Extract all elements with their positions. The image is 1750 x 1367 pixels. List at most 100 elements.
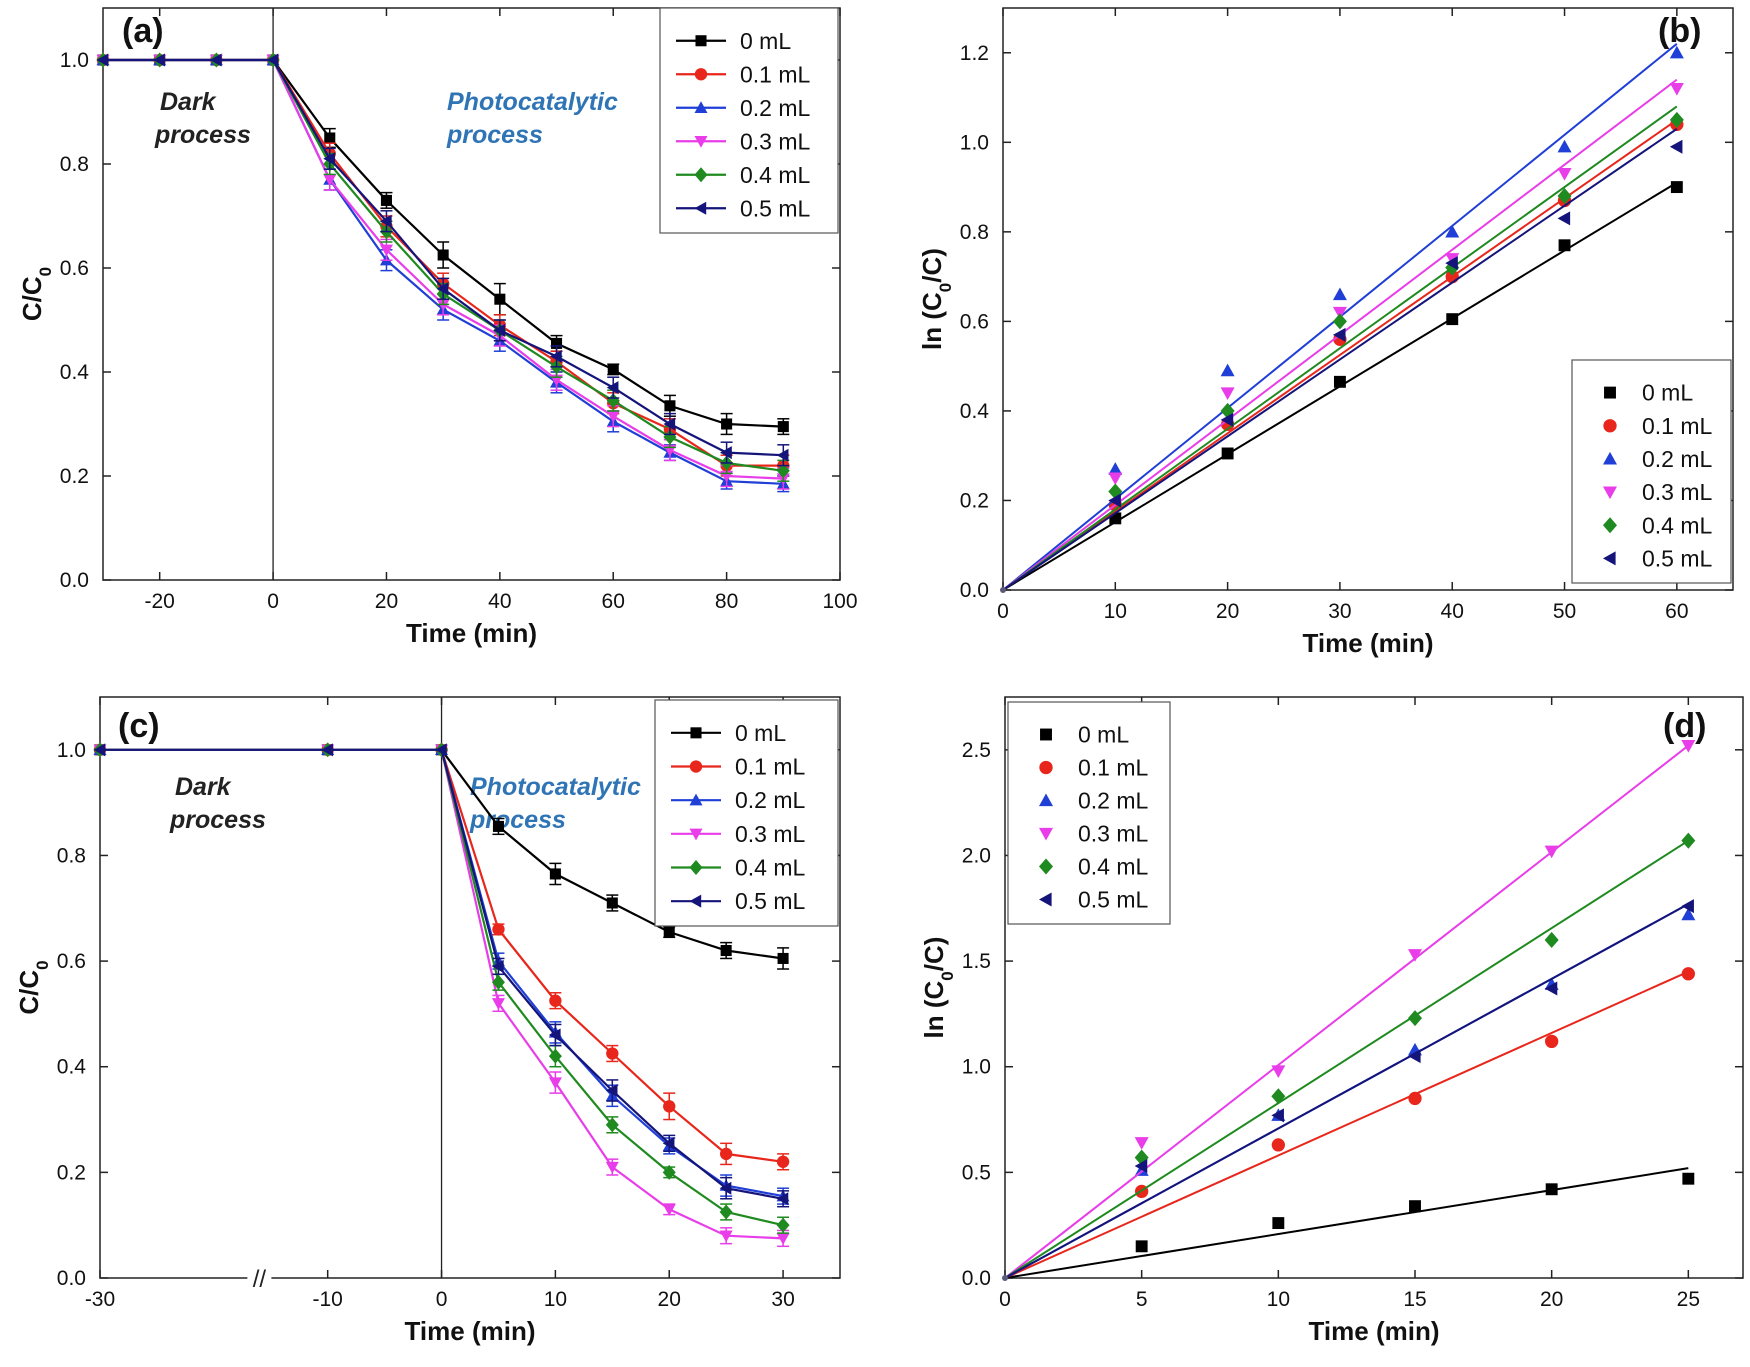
legend-label: 0.2 mL — [1642, 446, 1713, 472]
y-tick-label: 1.0 — [60, 49, 89, 72]
series-0-mL — [1002, 181, 1683, 591]
note-dark: Dark — [160, 88, 217, 116]
y-axis-title: C/C0 — [17, 267, 55, 321]
data-point — [323, 152, 335, 166]
note-dark: process — [169, 806, 266, 834]
data-point — [1557, 168, 1572, 181]
series-0-3-mL — [1004, 739, 1696, 1279]
data-point — [1408, 949, 1422, 962]
note-dark: process — [154, 121, 251, 149]
panel-label: (d) — [1663, 707, 1706, 745]
x-tick-label: 60 — [602, 590, 625, 613]
data-point — [1220, 412, 1234, 427]
y-tick-label: 2.0 — [962, 844, 991, 867]
data-point — [664, 400, 676, 412]
data-point — [379, 214, 392, 228]
data-point — [548, 1077, 562, 1090]
data-point — [776, 1155, 790, 1168]
legend-marker — [1039, 793, 1053, 807]
x-tick-label: 10 — [544, 1288, 567, 1311]
data-point — [437, 249, 449, 261]
legend-label: 0 mL — [735, 720, 786, 746]
origin-point — [1000, 587, 1006, 593]
legend-marker — [1603, 419, 1617, 433]
data-point — [605, 1083, 618, 1097]
data-point — [1669, 111, 1684, 128]
data-point — [549, 994, 562, 1007]
data-point — [491, 998, 505, 1010]
y-tick-label: 0.0 — [57, 1267, 86, 1290]
legend-label: 0.2 mL — [740, 95, 811, 121]
data-point — [1271, 1088, 1286, 1105]
data-point — [720, 446, 732, 460]
legend-marker — [689, 894, 702, 908]
legend-label: 0.5 mL — [735, 888, 806, 914]
data-point — [719, 1181, 732, 1195]
data-point — [266, 53, 279, 67]
data-point — [435, 743, 447, 757]
fit-line — [1004, 744, 1689, 1279]
data-point — [605, 1161, 619, 1174]
fit-line — [1002, 128, 1678, 591]
series-0-1-mL — [1004, 967, 1695, 1279]
y-tick-label: 1.2 — [960, 42, 989, 65]
data-point — [776, 463, 790, 479]
legend: 0 mL 0.1 mL 0.2 mL 0.3 mL 0.4 mL 0.5 mL — [1007, 701, 1171, 925]
data-point — [1272, 1217, 1285, 1230]
legend: 0 mL 0.1 mL 0.2 mL 0.3 mL 0.4 mL 0.5 mL — [1571, 359, 1732, 584]
legend-marker — [1604, 386, 1616, 399]
data-point — [1332, 287, 1347, 301]
data-point — [1681, 832, 1696, 849]
legend-label: 0 mL — [1078, 722, 1129, 748]
series-0-4-mL — [1002, 105, 1684, 591]
data-point — [1669, 82, 1684, 96]
data-point — [436, 282, 449, 296]
panel-label: (b) — [1658, 12, 1701, 50]
legend-marker — [1040, 728, 1052, 741]
legend-label: 0.3 mL — [740, 128, 811, 154]
legend-label: 0 mL — [1642, 380, 1693, 406]
x-tick-label: -10 — [313, 1288, 343, 1311]
data-point — [1557, 139, 1572, 153]
x-tick-label: 10 — [1104, 600, 1127, 623]
y-tick-label: 0.5 — [962, 1161, 991, 1184]
data-point — [491, 974, 505, 990]
panel-d: 0 5 10 15 20 25 0.0 0.5 1.0 1.5 2.0 2.5 Time (min) ln… — [919, 696, 1744, 1346]
y-axis-title: C/C0 — [14, 960, 52, 1014]
data-point — [1408, 1049, 1421, 1064]
data-point — [491, 959, 504, 973]
legend-box — [1007, 701, 1171, 925]
y-tick-label: 0.6 — [57, 950, 86, 973]
data-point — [1134, 1159, 1148, 1174]
y-tick-label: 0.6 — [960, 310, 989, 333]
axis-break-mask — [247, 1270, 272, 1286]
data-point — [548, 1048, 562, 1064]
x-axis-title: Time (min) — [405, 1316, 536, 1346]
data-point — [209, 53, 222, 67]
data-point — [1220, 387, 1235, 401]
panel-a: -20 0 20 40 60 80 100 0.0 0.2 0.4 0.6 0.8 1.0 Time (m… — [17, 7, 858, 648]
x-tick-label: 0 — [997, 600, 1009, 623]
x-tick-label: 20 — [658, 1288, 681, 1311]
data-point — [1220, 363, 1235, 377]
legend-marker — [695, 35, 707, 47]
series-0-5-mL — [96, 53, 790, 467]
x-tick-label: 80 — [715, 590, 738, 613]
fit-line — [1004, 839, 1689, 1279]
data-point — [1220, 402, 1235, 419]
data-point — [1681, 907, 1696, 921]
data-point — [1669, 45, 1684, 59]
data-point — [1544, 931, 1559, 949]
legend-label: 0.3 mL — [735, 821, 806, 847]
legend-label: 0.5 mL — [1078, 887, 1149, 913]
data-point — [776, 1192, 789, 1206]
legend-label: 0.1 mL — [740, 61, 811, 87]
y-tick-label: 0.2 — [57, 1161, 86, 1184]
y-tick-label: 0.8 — [60, 153, 89, 176]
x-axis-title: Time (min) — [406, 618, 537, 648]
x-tick-label: 20 — [1540, 1288, 1563, 1311]
panel-label: (c) — [118, 707, 160, 745]
x-tick-label: 0 — [436, 1288, 448, 1311]
data-point — [662, 1164, 676, 1180]
data-point — [1557, 187, 1572, 205]
